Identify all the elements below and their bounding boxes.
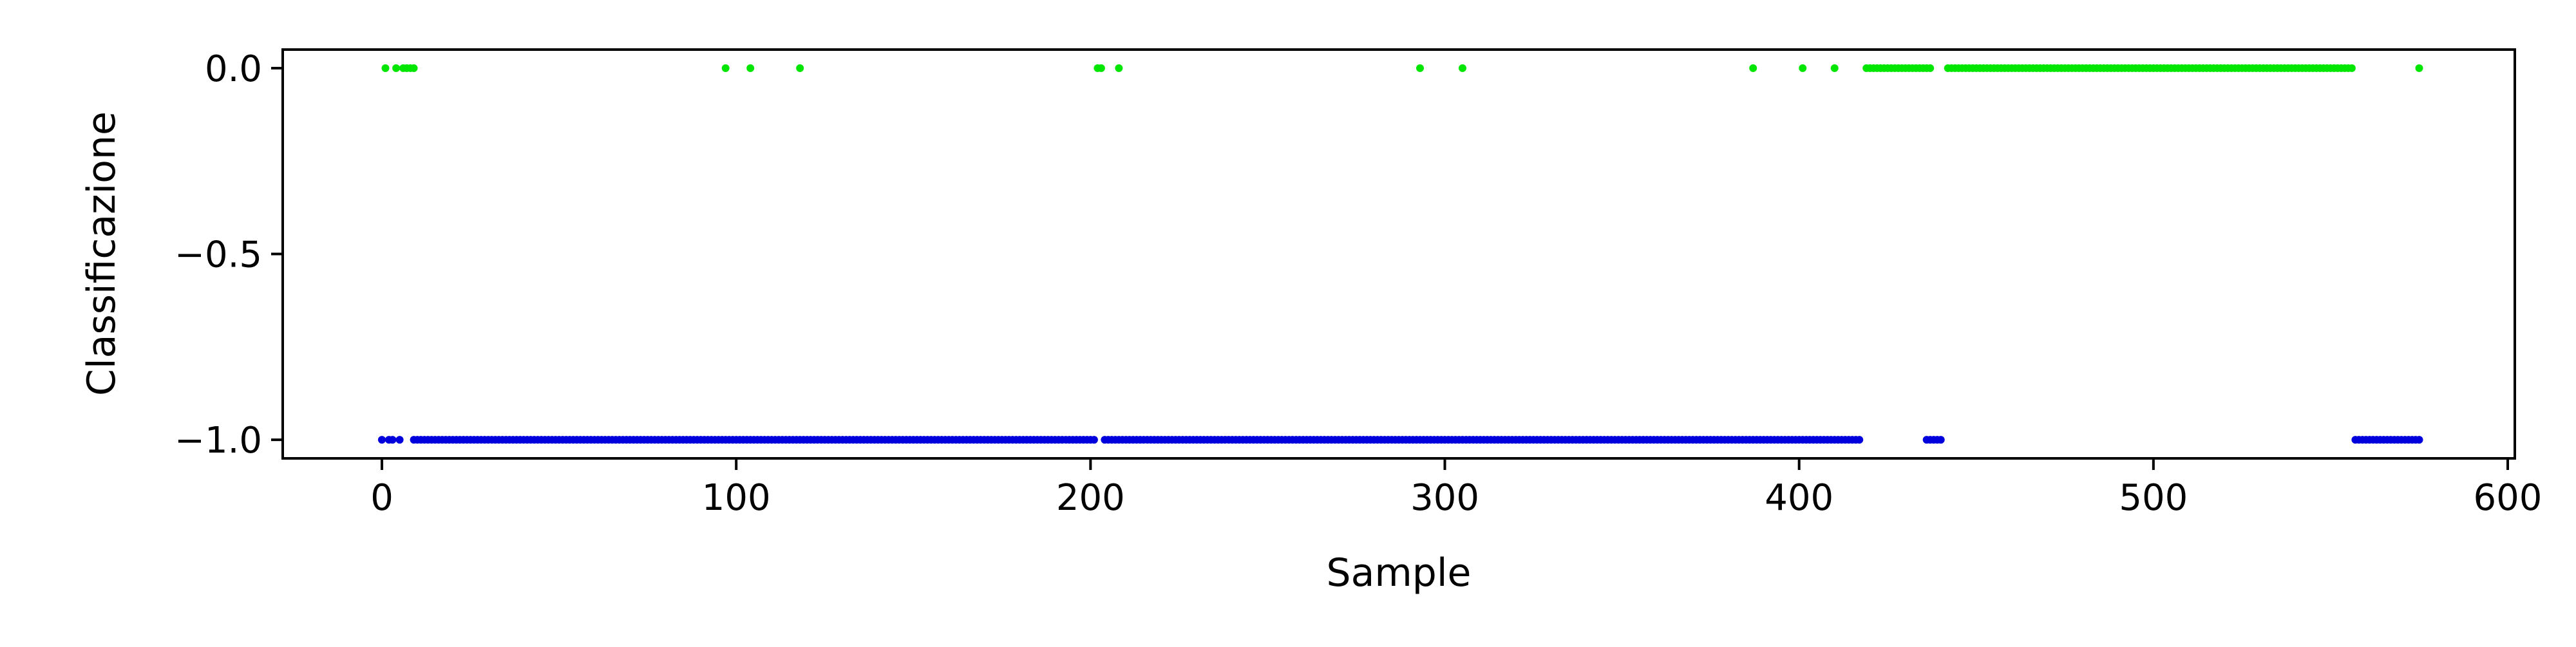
data-point-series-0 [1830, 64, 1839, 72]
data-point-series-0 [796, 64, 804, 72]
y-tick-label: −0.5 [175, 234, 262, 276]
data-point-series-1 [2415, 436, 2423, 444]
data-point-series-0 [1115, 64, 1123, 72]
data-point-series-1 [1090, 436, 1098, 444]
x-axis-label: Sample [1327, 550, 1472, 595]
x-axis: 0 100 200 300 400 500 600 [370, 458, 2542, 519]
points-layer [378, 64, 2423, 444]
data-point-series-0 [1459, 64, 1466, 72]
data-point-series-0 [1749, 64, 1757, 72]
data-point-series-1 [395, 436, 404, 444]
data-point-series-0 [2347, 64, 2356, 72]
data-point-series-0 [721, 64, 730, 72]
x-tick-label: 600 [2474, 477, 2543, 519]
data-point-series-0 [1799, 64, 1807, 72]
x-tick-label: 0 [370, 477, 393, 519]
y-tick-label: 0.0 [205, 48, 262, 90]
data-point-series-0 [1097, 64, 1105, 72]
y-axis-label: Classificazione [79, 111, 124, 396]
x-tick-label: 300 [1410, 477, 1479, 519]
data-point-series-1 [388, 436, 397, 444]
x-tick-label: 400 [1765, 477, 1833, 519]
data-point-series-0 [746, 64, 755, 72]
data-point-series-1 [1855, 436, 1864, 444]
data-point-series-0 [2415, 64, 2423, 72]
x-tick-label: 500 [2119, 477, 2188, 519]
data-point-series-0 [381, 64, 390, 72]
x-tick-label: 100 [702, 477, 771, 519]
data-point-series-0 [392, 64, 401, 72]
x-tick-label: 200 [1056, 477, 1125, 519]
data-point-series-1 [1937, 436, 1945, 444]
y-axis: 0.0 −0.5 −1.0 [175, 48, 283, 462]
data-point-series-1 [378, 436, 386, 444]
y-tick-label: −1.0 [175, 420, 262, 462]
data-point-series-0 [1926, 64, 1935, 72]
plot-frame [281, 48, 2516, 460]
data-point-series-0 [1416, 64, 1424, 72]
data-point-series-0 [410, 64, 418, 72]
